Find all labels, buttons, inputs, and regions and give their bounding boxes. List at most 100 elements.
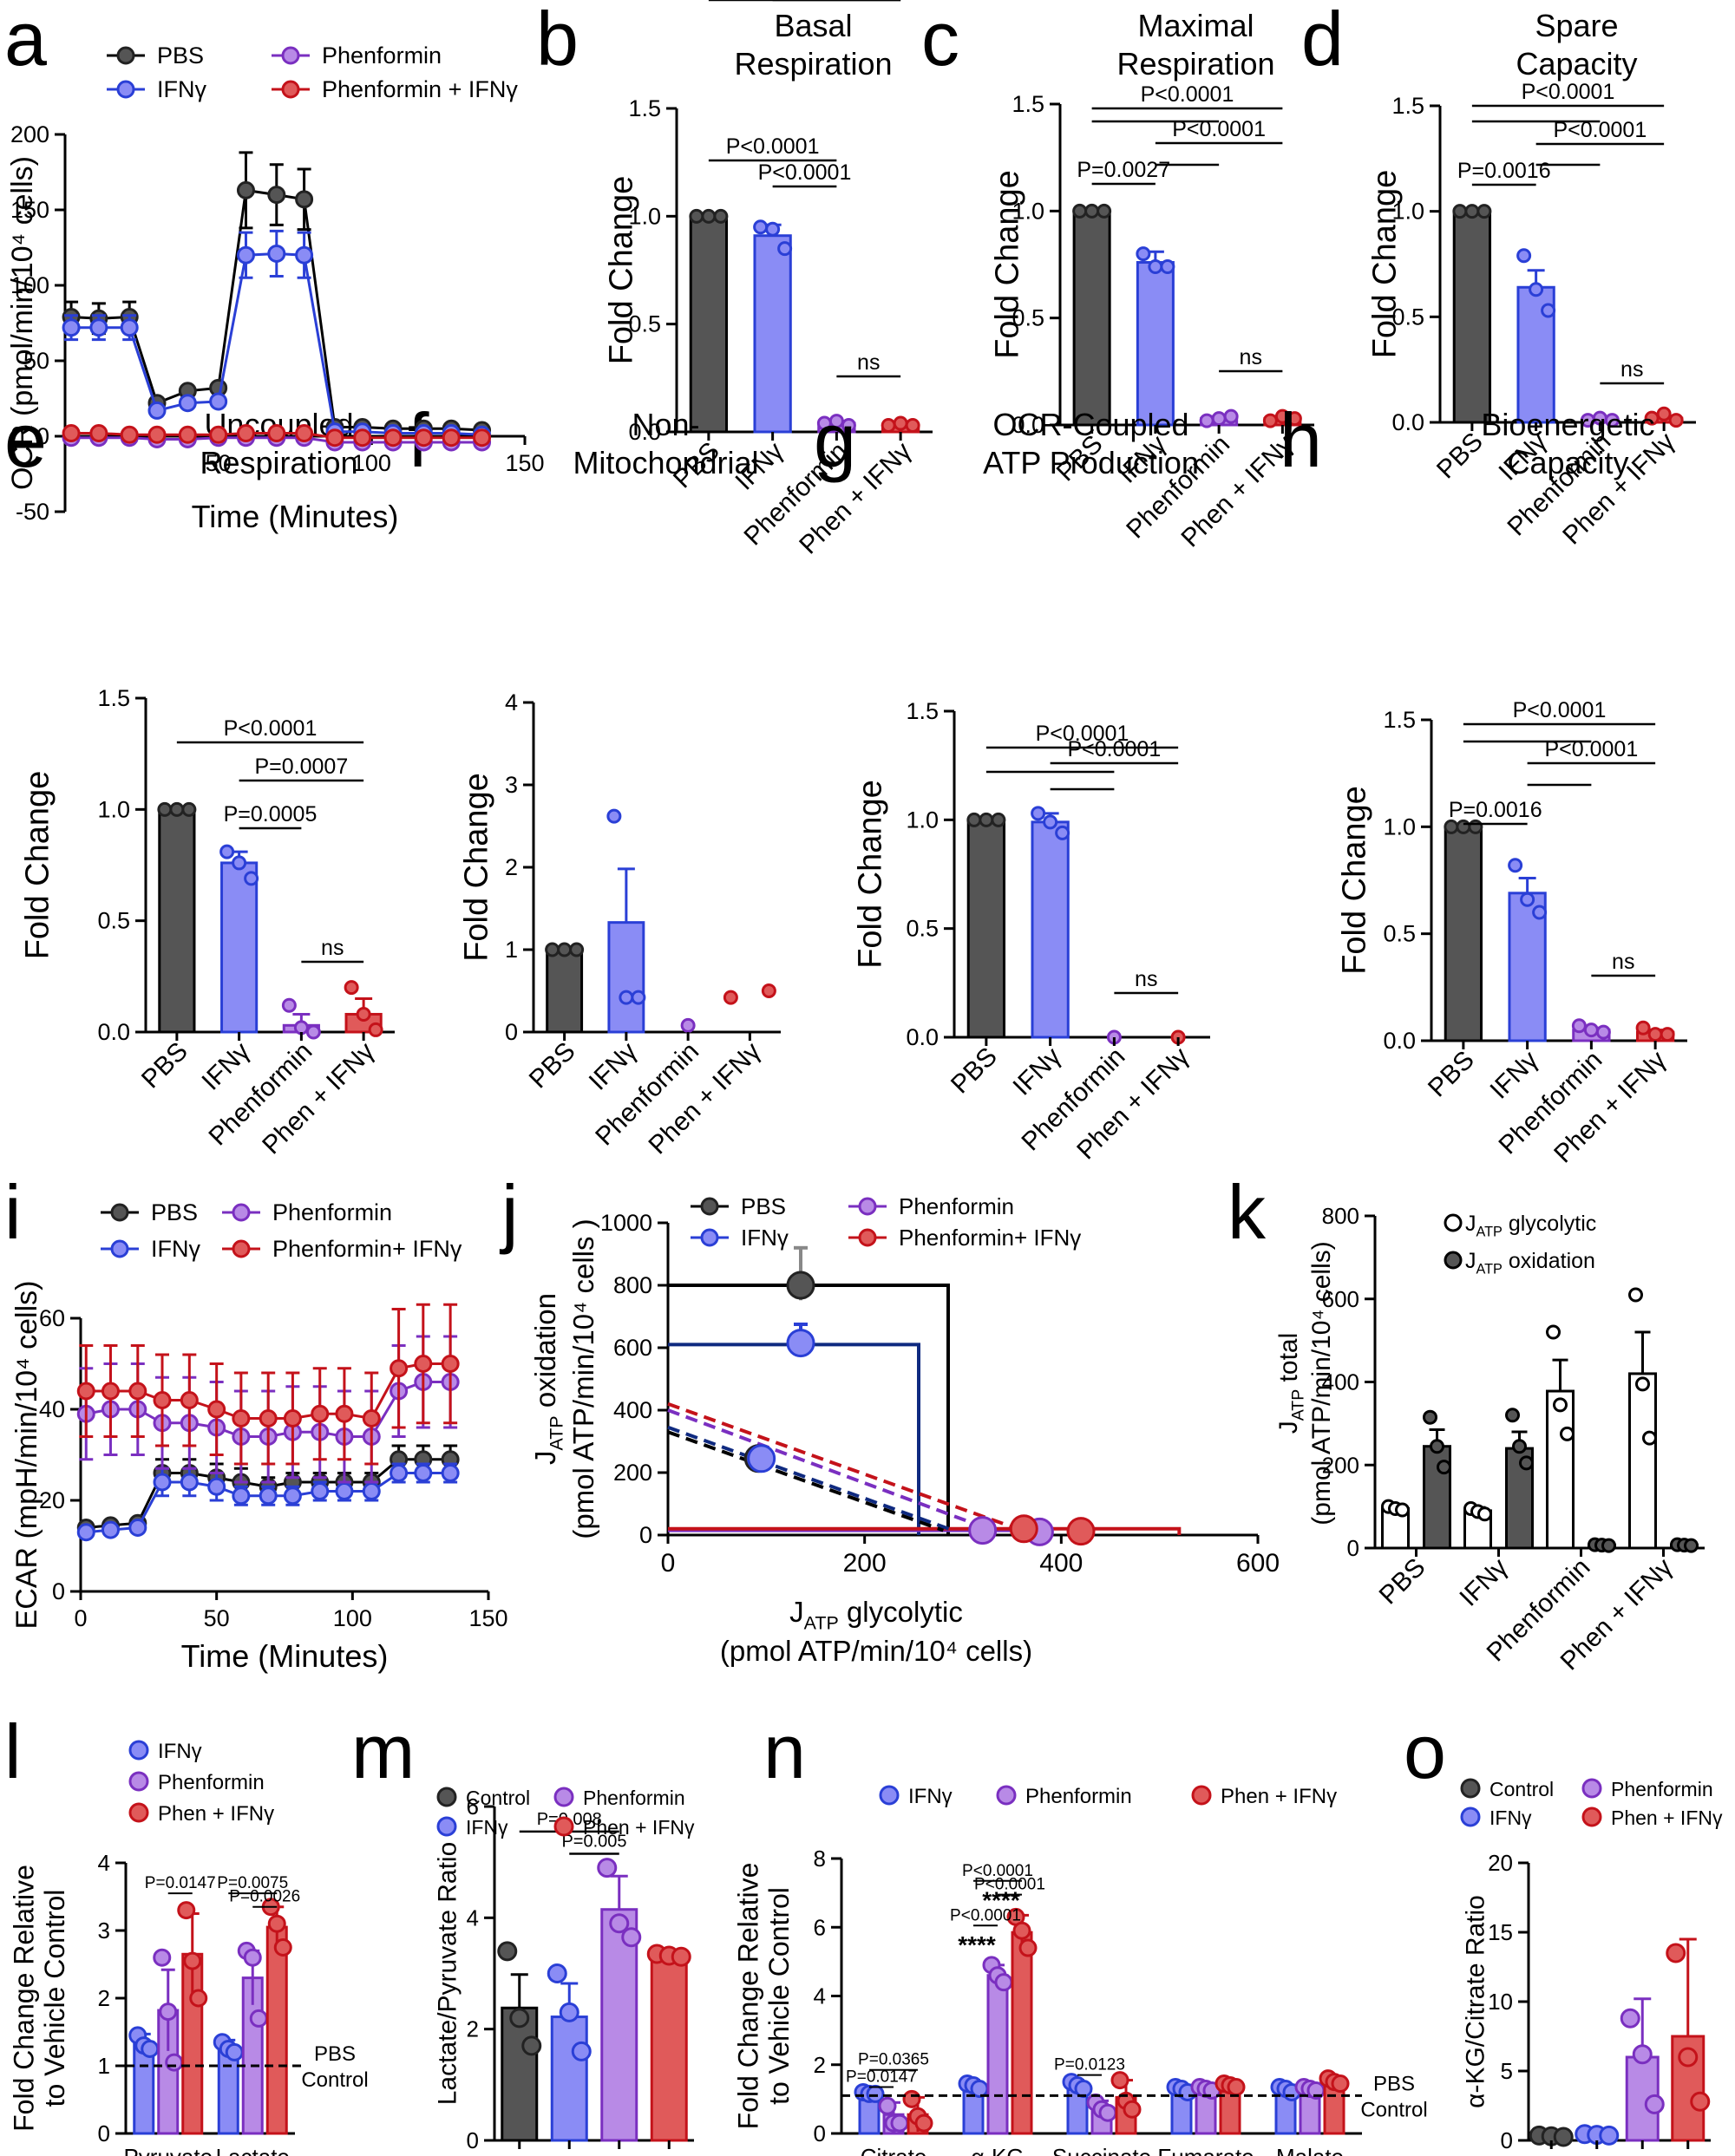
data-point-combo [89,424,108,443]
y-tick-label: 40 [39,1396,65,1422]
legend-marker-pbs [110,1203,129,1222]
data-point-combo [1635,1020,1651,1036]
x-tick-label-group: IFNγ [1454,1553,1513,1612]
panel-title: Respiration [200,445,357,480]
bar-ifng [1031,820,1070,1039]
data-point-combo [209,425,228,444]
data-point-ifng [153,1473,172,1492]
y-axis-title: Fold Change Relative to Vehicle Control [733,1863,795,2130]
significance-label: P=0.0007 [255,755,349,779]
y-tick-label: 0 [814,2120,826,2146]
data-point-ifng [1148,258,1163,274]
y-axis-title-line: Fold Change [1366,170,1403,359]
data-point-pbs [1072,203,1088,219]
legend-label: Phenformin+ IFNγ [272,1236,462,1262]
significance-label: P=0.0005 [224,802,318,826]
y-axis-title: Fold Change [19,771,56,960]
legend-label: Phenformin [158,1771,265,1794]
data-point-ifng [1160,258,1175,274]
data-point-combo [914,2114,933,2133]
data-point-phen [1644,2094,1665,2114]
data-point-ifng [970,2079,989,2098]
legend-label: Phenformin [1025,1785,1132,1808]
data-point-combo [128,1382,147,1401]
data-point-glyc [1395,1502,1410,1518]
data-point-ifng [414,1464,433,1482]
data-point-pbs [169,801,185,817]
y-axis-title: Fold Change [458,773,494,962]
data-point-combo [723,990,738,1005]
y-axis-title-line: Fold Change [458,773,494,962]
data-point-combo [761,983,776,998]
y-tick-label: 0.5 [1383,921,1416,947]
data-point-pbs [545,942,560,957]
panel-label: h [1280,397,1322,483]
legend-marker-combo [281,80,300,99]
significance-label: P<0.0001 [1545,737,1639,761]
data-point-pbs [966,812,982,827]
legend-marker-pbs [116,46,135,65]
data-point-glyc [1635,1376,1650,1392]
x-tick-label: 150 [505,450,544,476]
data-point-pbs [521,2035,542,2056]
x-axis-title: JATP glycolytic [789,1596,963,1633]
panel-l: l 0 1 2 3 4 Fold Change Relative to Vehicle Con… [4,1708,369,2156]
panel-title: ATP Production [983,445,1199,480]
panel-a: a -50 0 50 100 150 200 50 100 150 Time (Minutes) OC… [4,0,545,534]
panel-label: m [351,1708,415,1794]
legend-marker-phen [553,1787,574,1807]
bar-glyc [1546,1389,1575,1550]
panel-title: Respiration [734,46,892,82]
y-axis-title-units: (pmol ATP/min/10⁴ cells ) [567,1218,599,1539]
data-point-ifng [1599,2125,1620,2146]
bar-ifng [1136,261,1175,427]
data-point-combo [1066,1517,1096,1546]
data-point-pbs [701,208,717,224]
data-point-ifng [866,2084,885,2103]
data-point-glyc [1546,1324,1561,1340]
data-point-ifng [283,1486,302,1506]
data-point-pbs [1444,819,1459,834]
panel-label: o [1404,1708,1446,1794]
data-point-ifng [89,318,108,337]
data-point-oxid [1512,1439,1527,1454]
data-point-combo [273,1938,292,1957]
data-point-combo [189,1989,208,2008]
legend-label: Phenformin [1611,1778,1713,1800]
y-tick-label: 1.0 [1383,813,1416,840]
dashed-line-ifng [667,1425,954,1532]
data-point-ifng [390,1464,409,1482]
data-point-combo [62,424,81,443]
legend-marker-phen [1581,1778,1602,1799]
data-point-ifng [571,2041,592,2061]
data-point-combo [902,2089,921,2108]
y-tick-label: 8 [814,1846,826,1872]
x-tick-label: 0 [74,1605,87,1631]
y-tick-label: 2 [467,2016,479,2042]
panel-title: Spare [1535,8,1618,43]
data-point-glyc [1477,1506,1492,1522]
legend-label: IFNγ [1489,1806,1532,1829]
x-tick-label-group: PBS [1431,428,1489,485]
legend-marker-pbs [700,1197,719,1216]
data-point-ifng [619,990,634,1005]
data-point-ifng [236,245,255,265]
y-tick-label: 15 [1488,1919,1513,1945]
panel-label: k [1228,1169,1267,1255]
y-tick-label: 4 [467,1904,479,1931]
legend-marker-pbs [436,1787,457,1807]
data-point-oxid [1430,1439,1444,1454]
data-point-ifng [786,1329,815,1358]
significance-label: P<0.0001 [1522,80,1615,104]
data-point-combo [267,1914,286,1933]
data-point-combo [1123,2100,1142,2119]
data-point-ifng [259,1486,278,1506]
x-tick-label: PBS [1423,1046,1480,1103]
data-point-pbs [1456,819,1471,834]
data-point-combo [1668,413,1684,428]
data-point-glyc [1642,1430,1657,1446]
data-point-ifng [335,1482,354,1500]
x-tick-label: α-KG [971,2144,1024,2156]
legend-marker-phen [281,46,300,65]
y-axis-title-line: Fold Change Relative [733,1863,764,2130]
